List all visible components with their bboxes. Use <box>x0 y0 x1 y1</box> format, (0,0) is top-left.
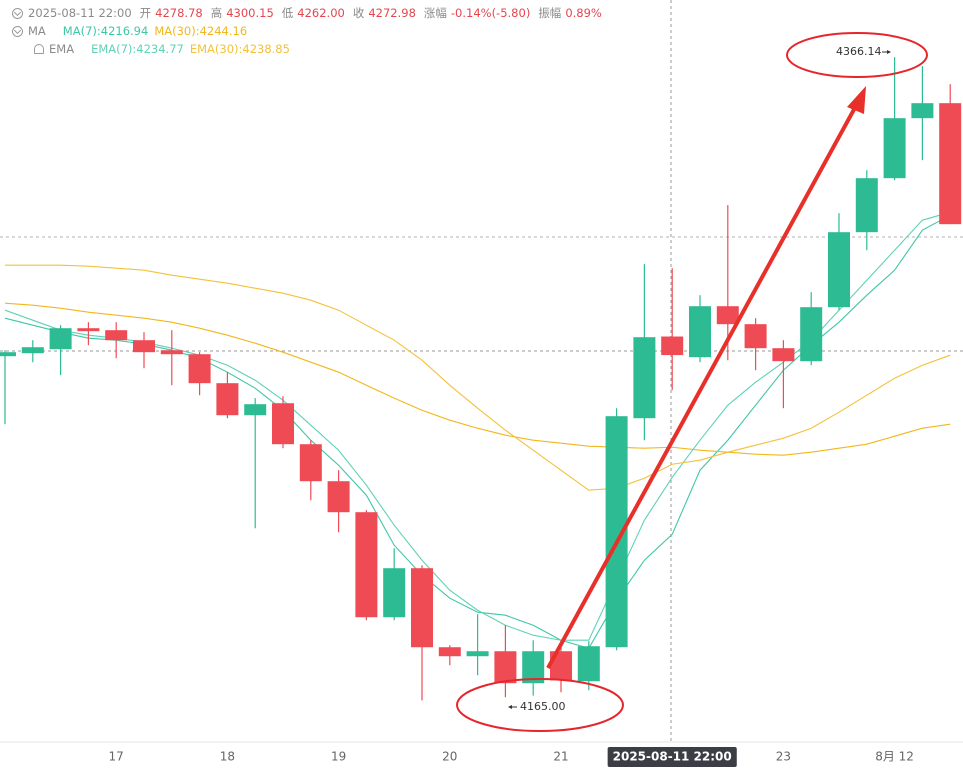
crosshair-label-bg <box>607 747 737 767</box>
candle-body <box>716 306 739 325</box>
header-value: 0.89% <box>565 6 602 20</box>
indicator-legend: EMA(7):4234.77 EMA(30):4238.85 <box>91 41 290 57</box>
candle-body <box>550 651 572 681</box>
header-label: 开 <box>139 6 152 20</box>
high-circle <box>786 32 928 78</box>
candle-body <box>160 350 183 355</box>
candle-body <box>689 306 711 358</box>
header-value: 4272.98 <box>368 6 416 20</box>
low-circle <box>456 678 624 732</box>
header-value: -0.14%(-5.80) <box>450 6 531 20</box>
x-tick-label: 20 <box>442 750 457 764</box>
candle-body <box>633 337 656 419</box>
alert-icon[interactable] <box>34 44 44 54</box>
indicator-line <box>5 264 951 491</box>
legend-entry: MA(30):4244.16 <box>154 24 248 38</box>
x-tick-label: 8月 12 <box>875 750 914 764</box>
candle-body <box>77 328 100 332</box>
x-tick-label: 18 <box>220 750 235 764</box>
candle-body <box>327 481 350 513</box>
low-marker-arrowhead <box>508 705 512 709</box>
candle-body <box>216 383 239 416</box>
candle-body <box>828 232 850 308</box>
indicator-group: EMA <box>49 42 75 56</box>
candle-body <box>411 568 433 648</box>
indicator-line <box>4 302 951 456</box>
x-tick-label: 21 <box>553 750 568 764</box>
high-marker: 4366.14 <box>836 45 882 58</box>
candle-body <box>133 340 155 353</box>
header-label: 涨幅 <box>423 6 447 20</box>
ema-row: EMA EMA(7):4234.77 EMA(30):4238.85 <box>0 41 290 57</box>
header-value: 4278.78 <box>155 6 203 20</box>
candle-body <box>855 178 878 233</box>
header-row: 2025-08-11 22:00 开 4278.78 高 4300.15 低 4262.0… <box>0 5 602 21</box>
header-fields: 2025-08-11 22:00 开 4278.78 高 4300.15 低 4262.0… <box>28 5 602 21</box>
candle-body <box>522 651 545 684</box>
candle-body <box>272 403 294 445</box>
candles <box>0 57 962 701</box>
x-tick-label: 17 <box>109 750 124 764</box>
x-tick-label: 23 <box>776 750 791 764</box>
candle-body <box>661 336 684 356</box>
header-label: 高 <box>210 6 223 20</box>
indicator-legend: MA(7):4216.94 MA(30):4244.16 <box>63 23 247 39</box>
x-tick-label: 19 <box>331 750 346 764</box>
candle-body <box>883 118 906 179</box>
low-marker: 4165.00 <box>520 700 566 713</box>
header-label: 振幅 <box>538 6 562 20</box>
indicator-line <box>4 214 951 649</box>
candle-body <box>772 348 795 362</box>
indicator-group: MA <box>28 24 46 38</box>
header-label: 收 <box>352 6 365 20</box>
candle-body <box>494 651 517 684</box>
trend-arrow-head <box>847 86 866 114</box>
legend-entry: EMA(7):4234.77 <box>91 42 184 56</box>
candle-body <box>49 328 72 350</box>
legend-entry: MA(7):4216.94 <box>62 24 149 38</box>
header-value: 4300.15 <box>226 6 274 20</box>
header-time: 2025-08-11 22:00 <box>28 6 132 20</box>
crosshair-label: 2025-08-11 22:00 <box>613 750 732 764</box>
candle-body <box>244 404 267 416</box>
ma-row: MA MA(7):4216.94 MA(30):4244.16 <box>0 23 247 39</box>
trend-arrow <box>546 103 859 669</box>
header-value: 4262.00 <box>297 6 345 20</box>
indicator-lines <box>4 211 951 649</box>
candle-body <box>744 324 767 349</box>
candle-body <box>577 646 600 682</box>
candle-body <box>299 444 322 482</box>
candle-body <box>383 568 406 618</box>
candle-body <box>355 512 378 618</box>
legend-entry: EMA(30):4238.85 <box>189 42 290 56</box>
candle-body <box>438 647 461 657</box>
collapse-icon[interactable] <box>12 7 23 19</box>
candle-body <box>800 307 823 362</box>
candle-body <box>911 103 934 119</box>
header-label: 低 <box>281 6 294 20</box>
candle-body <box>466 651 489 657</box>
x-axis: 17 18 19 20 21 2025-08-11 22:00 23 8月 12 <box>109 747 914 767</box>
candle-body <box>188 354 211 384</box>
candle-body <box>21 347 44 354</box>
collapse-icon[interactable] <box>12 25 23 37</box>
candle-body <box>939 103 962 225</box>
candle-body <box>0 352 16 357</box>
candle-body <box>605 416 628 648</box>
candle-body <box>105 330 128 341</box>
high-marker-arrowhead <box>887 50 891 54</box>
